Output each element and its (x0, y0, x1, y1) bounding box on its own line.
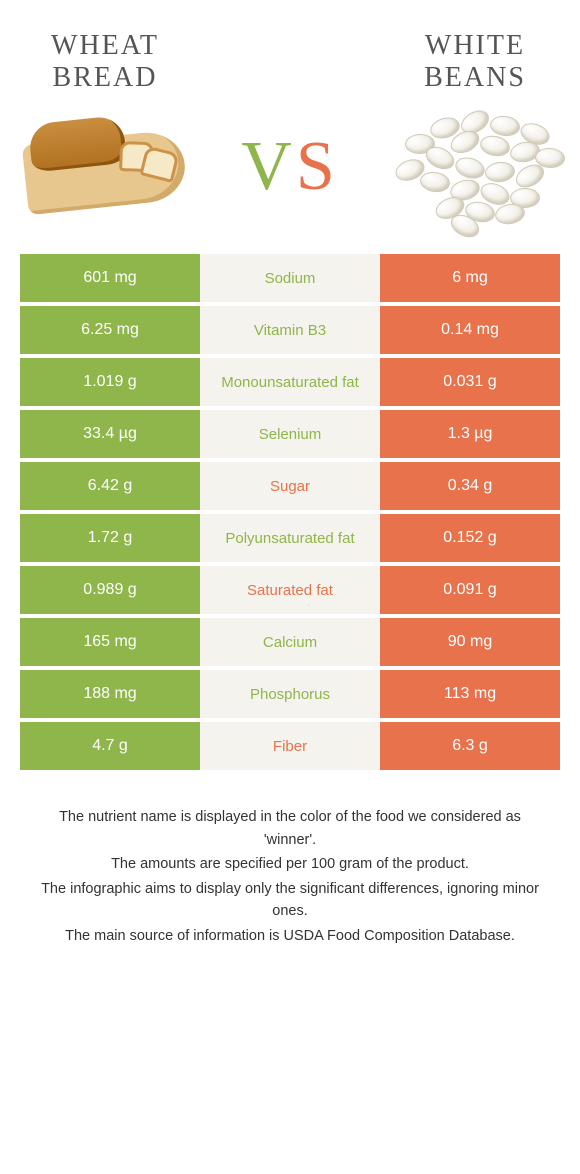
nutrient-name: Selenium (200, 410, 380, 458)
left-value: 0.989 g (20, 566, 200, 614)
table-row: 188 mgPhosphorus113 mg (20, 670, 560, 718)
nutrient-name: Saturated fat (200, 566, 380, 614)
right-value: 0.152 g (380, 514, 560, 562)
vs-column: VS (210, 30, 370, 232)
nutrient-name: Calcium (200, 618, 380, 666)
left-value: 33.4 µg (20, 410, 200, 458)
left-food-title: WHEAT BREAD (20, 30, 190, 94)
left-value: 6.42 g (20, 462, 200, 510)
right-value: 0.34 g (380, 462, 560, 510)
right-value: 0.14 mg (380, 306, 560, 354)
nutrient-name: Sugar (200, 462, 380, 510)
left-value: 188 mg (20, 670, 200, 718)
left-value: 4.7 g (20, 722, 200, 770)
right-value: 113 mg (380, 670, 560, 718)
table-row: 1.72 gPolyunsaturated fat0.152 g (20, 514, 560, 562)
nutrient-name: Vitamin B3 (200, 306, 380, 354)
bread-icon (22, 129, 188, 215)
right-value: 0.091 g (380, 566, 560, 614)
footnote-line: The main source of information is USDA F… (34, 925, 546, 947)
footnote-line: The infographic aims to display only the… (34, 878, 546, 923)
left-food-column: WHEAT BREAD (20, 30, 190, 232)
table-row: 165 mgCalcium90 mg (20, 618, 560, 666)
left-value: 1.72 g (20, 514, 200, 562)
beans-icon (395, 112, 555, 232)
table-row: 1.019 gMonounsaturated fat0.031 g (20, 358, 560, 406)
left-value: 165 mg (20, 618, 200, 666)
nutrient-name: Monounsaturated fat (200, 358, 380, 406)
footnote-line: The nutrient name is displayed in the co… (34, 806, 546, 851)
vs-label: VS (241, 132, 339, 232)
beans-image (390, 112, 560, 232)
nutrient-name: Phosphorus (200, 670, 380, 718)
footnote-line: The amounts are specified per 100 gram o… (34, 853, 546, 875)
nutrient-name: Fiber (200, 722, 380, 770)
table-row: 6.25 mgVitamin B30.14 mg (20, 306, 560, 354)
right-value: 0.031 g (380, 358, 560, 406)
vs-s-letter: S (296, 128, 339, 205)
right-value: 6.3 g (380, 722, 560, 770)
table-row: 0.989 gSaturated fat0.091 g (20, 566, 560, 614)
table-row: 4.7 gFiber6.3 g (20, 722, 560, 770)
left-value: 1.019 g (20, 358, 200, 406)
left-value: 6.25 mg (20, 306, 200, 354)
nutrient-table: 601 mgSodium6 mg6.25 mgVitamin B30.14 mg… (20, 254, 560, 770)
right-food-column: WHITE BEANS (390, 30, 560, 232)
right-value: 6 mg (380, 254, 560, 302)
nutrient-name: Sodium (200, 254, 380, 302)
vs-v-letter: V (241, 128, 296, 205)
table-row: 33.4 µgSelenium1.3 µg (20, 410, 560, 458)
nutrient-name: Polyunsaturated fat (200, 514, 380, 562)
footnotes: The nutrient name is displayed in the co… (34, 806, 546, 947)
bread-image (20, 112, 190, 232)
left-value: 601 mg (20, 254, 200, 302)
table-row: 601 mgSodium6 mg (20, 254, 560, 302)
header: WHEAT BREAD VS WHITE BEANS (0, 0, 580, 242)
right-value: 90 mg (380, 618, 560, 666)
right-value: 1.3 µg (380, 410, 560, 458)
table-row: 6.42 gSugar0.34 g (20, 462, 560, 510)
right-food-title: WHITE BEANS (390, 30, 560, 94)
